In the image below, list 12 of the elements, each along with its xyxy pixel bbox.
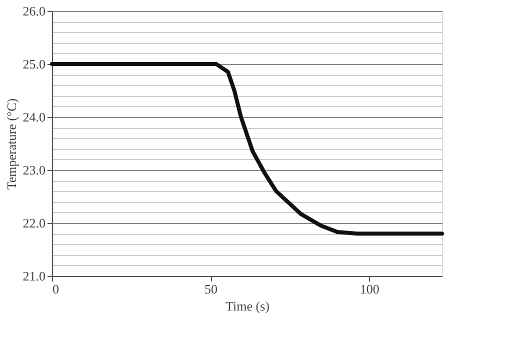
y-axis-title: Temperature (°C) xyxy=(4,98,19,190)
line-series xyxy=(50,62,444,236)
x-tick-label: 50 xyxy=(204,282,218,296)
x-tick-label: 100 xyxy=(360,282,380,296)
y-tick-label: 23.0 xyxy=(22,162,46,178)
x-tick-label: 0 xyxy=(52,282,59,296)
x-axis-title: Time (s) xyxy=(226,298,270,314)
y-tick-label: 21.0 xyxy=(22,268,46,284)
y-tick-label: 24.0 xyxy=(22,110,46,124)
y-tick-label: 25.0 xyxy=(22,56,46,72)
y-tick-label: 22.0 xyxy=(22,216,46,230)
y-tick-label: 26.0 xyxy=(22,4,46,18)
